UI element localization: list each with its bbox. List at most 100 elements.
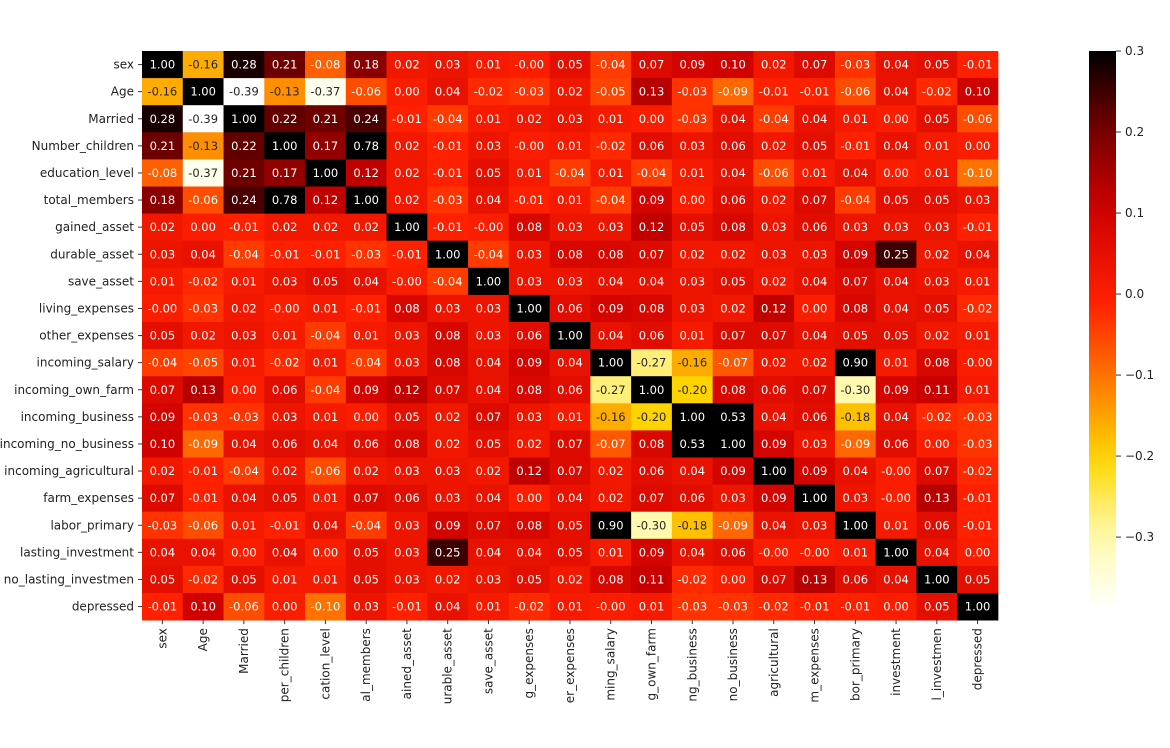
cell-value-label: 0.04: [883, 572, 909, 586]
heatmap-cell: [834, 565, 877, 594]
heatmap-cell: [794, 511, 836, 540]
column-label: save_asset: [481, 628, 495, 694]
heatmap-cell: [712, 267, 754, 296]
cell-value-label: -0.02: [188, 274, 218, 288]
heatmap-cell: [468, 565, 510, 594]
cell-value-label: 1.00: [353, 193, 379, 207]
cell-value-label: 0.09: [639, 193, 665, 207]
heatmap-cell: [508, 376, 550, 404]
heatmap-cell: [182, 376, 224, 404]
cell-value-label: 0.04: [761, 518, 787, 532]
heatmap-cell: [875, 376, 917, 404]
cell-value-label: 0.04: [476, 545, 502, 559]
heatmap-cell: [386, 593, 428, 621]
cell-value-label: 0.01: [516, 166, 542, 180]
heatmap-cell: [631, 511, 673, 540]
cell-value-label: -0.00: [800, 545, 830, 559]
cell-value-label: 0.02: [394, 166, 420, 180]
cell-value-label: 0.11: [924, 383, 950, 397]
heatmap-cell: [712, 294, 754, 323]
cell-value-label: 0.02: [516, 112, 542, 126]
heatmap-cell: [631, 484, 673, 513]
heatmap-cell: [549, 593, 591, 621]
cell-value-label: 0.02: [353, 220, 379, 234]
cell-value-label: 0.00: [679, 193, 705, 207]
cell-value-label: 0.12: [639, 220, 665, 234]
cell-value-label: 0.03: [802, 437, 828, 451]
heatmap-cell: [671, 484, 714, 513]
cell-value-label: 0.08: [516, 518, 542, 532]
cell-value-label: 0.02: [272, 464, 298, 478]
heatmap-cell: [834, 376, 877, 404]
heatmap-cell: [671, 78, 714, 106]
heatmap-cell: [468, 186, 510, 214]
cell-value-label: -0.06: [963, 112, 993, 126]
heatmap-cell: [142, 565, 184, 594]
cell-value-label: -0.03: [351, 247, 381, 261]
cell-value-label: -0.04: [351, 356, 381, 370]
heatmap-cell: [916, 78, 958, 106]
cell-value-label: 0.08: [557, 247, 583, 261]
heatmap-cell: [468, 322, 510, 350]
cell-value-label: 0.09: [842, 247, 868, 261]
heatmap-cell: [386, 294, 428, 323]
cell-value-label: 0.02: [720, 247, 746, 261]
cell-value-label: 0.07: [557, 437, 583, 451]
heatmap-cell: [182, 430, 224, 458]
cell-value-label: 0.01: [353, 329, 379, 343]
cell-value-label: 0.05: [557, 518, 583, 532]
heatmap-cell: [223, 267, 265, 296]
cell-value-label: 0.08: [639, 301, 665, 315]
heatmap-cell: [631, 51, 673, 79]
heatmap-cell: [305, 186, 347, 214]
cell-value-label: -0.06: [188, 193, 218, 207]
heatmap-cell: [427, 240, 469, 269]
cell-value-label: 0.09: [639, 545, 665, 559]
heatmap-cell: [549, 430, 591, 458]
cell-value-label: 0.06: [720, 193, 746, 207]
heatmap-cell: [590, 267, 632, 296]
cell-value-label: 0.03: [679, 301, 705, 315]
heatmap-cell: [345, 322, 387, 350]
heatmap-cell: [834, 511, 877, 540]
cell-value-label: 0.06: [557, 301, 583, 315]
row-label: living_expenses: [39, 301, 134, 315]
cell-value-label: -0.04: [840, 193, 870, 207]
column-label: ng_business: [685, 628, 699, 702]
cell-value-label: 0.12: [394, 383, 420, 397]
cell-value-label: -0.09: [718, 85, 748, 99]
heatmap-cell: [182, 457, 224, 485]
heatmap-cell: [468, 105, 510, 133]
cell-value-label: 0.06: [802, 220, 828, 234]
heatmap-cell: [549, 213, 591, 242]
row-label: incoming_business: [21, 410, 134, 424]
heatmap-cell: [182, 484, 224, 513]
cell-value-label: 0.01: [313, 356, 339, 370]
cell-value-label: 0.04: [883, 301, 909, 315]
cell-value-label: 0.03: [557, 220, 583, 234]
cell-value-label: -0.01: [433, 220, 463, 234]
cell-value-label: 0.18: [353, 58, 379, 72]
cell-value-label: 1.00: [639, 383, 665, 397]
row-label: total_members: [44, 193, 134, 207]
cell-value-label: 0.05: [802, 139, 828, 153]
heatmap-cell: [753, 538, 795, 567]
heatmap-cell: [590, 457, 632, 485]
cell-value-label: 0.01: [313, 491, 339, 505]
heatmap-cell: [264, 376, 306, 404]
cell-value-label: 0.04: [965, 247, 991, 261]
cell-value-label: -0.03: [963, 410, 993, 424]
cell-value-label: 0.00: [639, 112, 665, 126]
heatmap-cell: [590, 322, 632, 350]
heatmap-cell: [753, 132, 795, 160]
heatmap-cell: [345, 376, 387, 404]
cell-value-label: 1.00: [435, 247, 461, 261]
cell-value-label: -0.00: [881, 464, 911, 478]
cell-value-label: 0.09: [516, 356, 542, 370]
cell-value-label: 0.07: [639, 491, 665, 505]
cell-value-label: 0.07: [761, 329, 787, 343]
cell-value-label: 0.04: [802, 329, 828, 343]
cell-value-label: 0.08: [639, 437, 665, 451]
cell-value-label: 0.02: [150, 220, 176, 234]
